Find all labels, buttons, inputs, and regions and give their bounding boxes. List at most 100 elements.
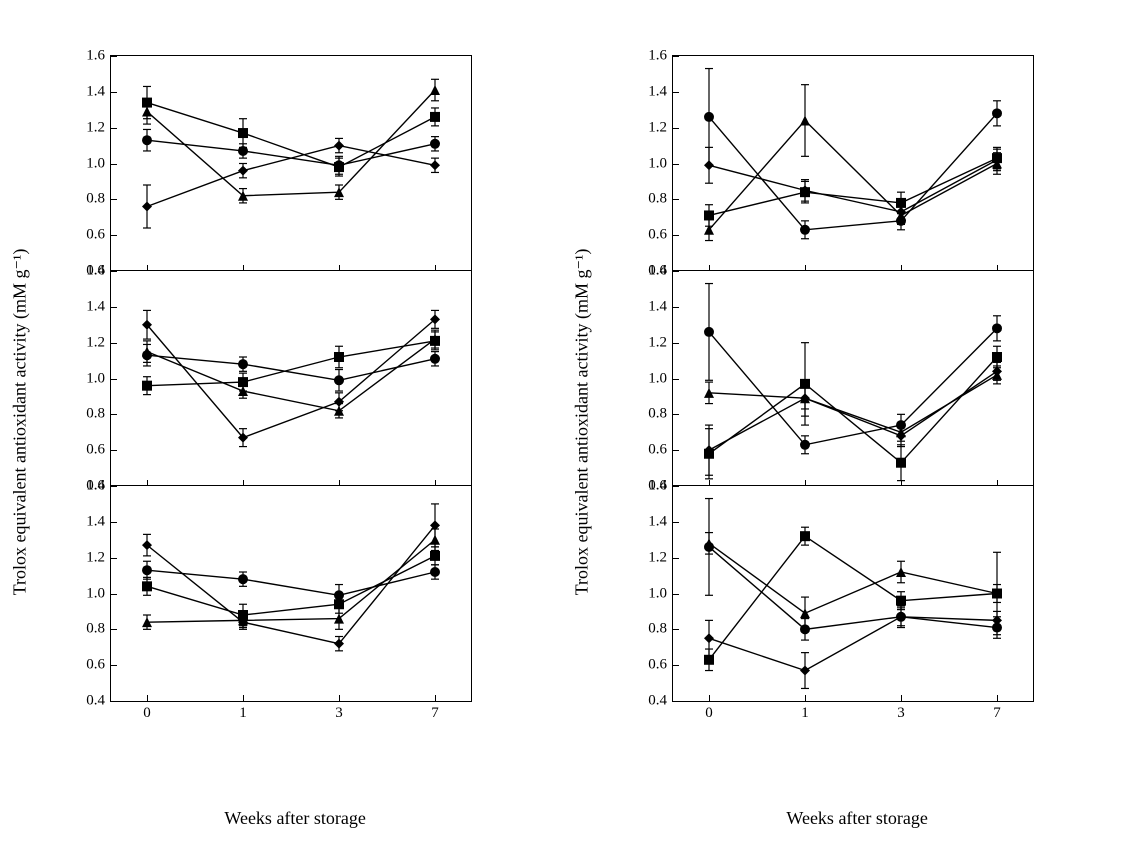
x-tick-label: 7 — [431, 701, 439, 722]
x-tick-label: 0 — [143, 701, 151, 722]
x-tick-label: 0 — [705, 701, 713, 722]
plot-area — [111, 271, 471, 486]
y-tick-label: 0.8 — [648, 406, 673, 423]
x-tick-label: 3 — [335, 701, 343, 722]
y-tick-label: 1.0 — [648, 370, 673, 387]
series-line — [709, 536, 997, 660]
y-tick-label: 1.6 — [86, 478, 111, 495]
series-line — [709, 113, 997, 229]
marker-triangle — [800, 116, 810, 126]
marker-circle — [896, 612, 906, 622]
marker-square — [992, 352, 1002, 362]
marker-triangle — [896, 427, 906, 437]
marker-triangle — [142, 347, 152, 357]
x-tick-label: 1 — [801, 701, 809, 722]
marker-circle — [800, 440, 810, 450]
y-tick-label: 1.4 — [86, 513, 111, 530]
y-tick-label: 1.6 — [648, 48, 673, 65]
marker-circle — [704, 327, 714, 337]
marker-circle — [992, 623, 1002, 633]
marker-triangle — [704, 538, 714, 548]
marker-circle — [704, 112, 714, 122]
marker-circle — [800, 225, 810, 235]
y-tick-label: 1.2 — [86, 334, 111, 351]
y-tick-label: 0.6 — [86, 442, 111, 459]
marker-circle — [142, 565, 152, 575]
marker-square — [896, 596, 906, 606]
y-tick-label: 0.4 — [648, 693, 673, 710]
y-tick-label: 1.0 — [86, 585, 111, 602]
y-tick-label: 0.6 — [648, 442, 673, 459]
y-tick-label: 1.0 — [648, 585, 673, 602]
y-tick-label: 1.4 — [86, 298, 111, 315]
right-column: Trolox equivalent antioxidant activity (… — [562, 0, 1124, 844]
plot-area — [673, 486, 1033, 701]
y-tick-label: 1.4 — [648, 298, 673, 315]
y-tick-label: 1.4 — [648, 83, 673, 100]
marker-circle — [334, 160, 344, 170]
y-axis-label-left: Trolox equivalent antioxidant activity (… — [10, 249, 31, 596]
x-tick-label: 1 — [239, 701, 247, 722]
y-axis-label-right: Trolox equivalent antioxidant activity (… — [572, 249, 593, 596]
series-line — [147, 140, 435, 165]
series-line — [147, 90, 435, 196]
series-line — [147, 556, 435, 615]
y-tick-label: 0.6 — [648, 657, 673, 674]
marker-circle — [334, 375, 344, 385]
left-column: Trolox equivalent antioxidant activity (… — [0, 0, 562, 844]
y-tick-label: 0.8 — [648, 621, 673, 638]
y-tick — [111, 701, 117, 702]
marker-square — [704, 655, 714, 665]
series-line — [147, 341, 435, 386]
y-tick-label: 0.4 — [86, 693, 111, 710]
marker-diamond — [142, 202, 152, 212]
y-tick-label: 0.6 — [86, 657, 111, 674]
marker-triangle — [800, 608, 810, 618]
y-tick-label: 1.6 — [86, 263, 111, 280]
y-tick-label: 1.0 — [86, 155, 111, 172]
marker-circle — [430, 139, 440, 149]
y-tick-label: 1.0 — [86, 370, 111, 387]
marker-diamond — [430, 160, 440, 170]
marker-square — [800, 531, 810, 541]
marker-square — [896, 458, 906, 468]
series-line — [147, 570, 435, 595]
marker-square — [704, 449, 714, 459]
marker-square — [142, 381, 152, 391]
x-axis-label-left: Weeks after storage — [224, 808, 365, 829]
series-line — [147, 146, 435, 207]
y-tick-label: 1.2 — [86, 549, 111, 566]
y-tick-label: 1.4 — [86, 83, 111, 100]
y-tick-label: 1.6 — [86, 48, 111, 65]
y-tick-label: 0.8 — [86, 406, 111, 423]
y-tick-label: 0.6 — [648, 227, 673, 244]
marker-triangle — [896, 567, 906, 577]
y-tick-label: 0.6 — [86, 227, 111, 244]
marker-diamond — [704, 633, 714, 643]
marker-circle — [238, 146, 248, 156]
chart-panel: 0.40.60.81.01.21.41.60137 — [110, 485, 472, 702]
marker-circle — [238, 359, 248, 369]
marker-square — [800, 187, 810, 197]
x-tick-label: 3 — [897, 701, 905, 722]
marker-diamond — [334, 141, 344, 151]
y-tick-label: 0.8 — [648, 191, 673, 208]
marker-square — [334, 352, 344, 362]
marker-square — [430, 112, 440, 122]
plot-area — [673, 56, 1033, 271]
marker-triangle — [430, 535, 440, 545]
chart-panel: 0.40.60.81.01.21.41.6 — [110, 270, 472, 487]
plot-area — [673, 271, 1033, 486]
marker-circle — [430, 354, 440, 364]
y-tick — [673, 701, 679, 702]
marker-circle — [238, 574, 248, 584]
marker-square — [430, 551, 440, 561]
chart-panel: 0.40.60.81.01.21.41.60137 — [672, 485, 1034, 702]
chart-panel: 0.40.60.81.01.21.41.6 — [672, 55, 1034, 272]
y-tick-label: 0.8 — [86, 191, 111, 208]
marker-circle — [992, 108, 1002, 118]
chart-panel: 0.40.60.81.01.21.41.6 — [672, 270, 1034, 487]
series-line — [709, 617, 997, 671]
y-tick-label: 0.8 — [86, 621, 111, 638]
y-tick-label: 1.2 — [648, 334, 673, 351]
